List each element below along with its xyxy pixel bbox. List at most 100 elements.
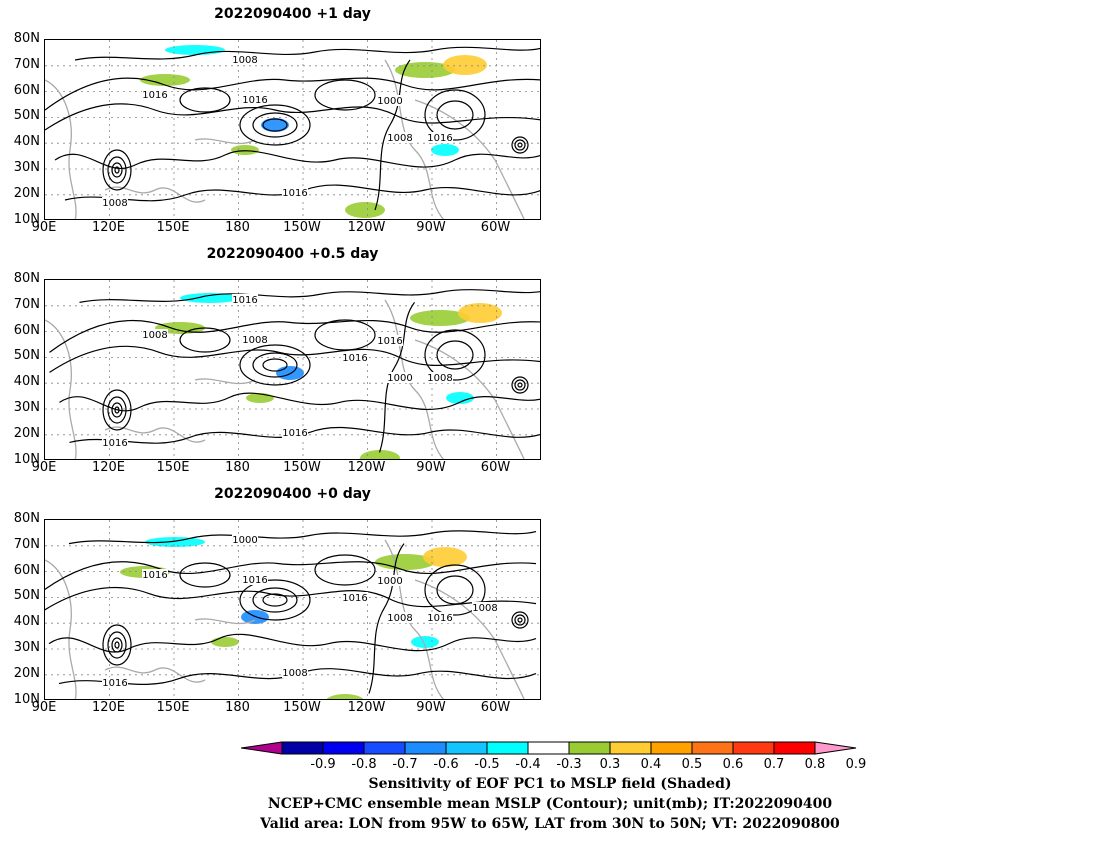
contour-label: 1016	[427, 133, 452, 144]
sensitivity-shading	[231, 145, 259, 155]
sensitivity-shading	[395, 62, 455, 78]
contour-label-bg	[472, 602, 498, 613]
mslp-contour	[114, 406, 120, 414]
contour-label-bg	[102, 677, 128, 688]
coastline	[414, 99, 525, 219]
lat-tick-label: 60N	[13, 82, 40, 98]
contour-label-bg	[377, 575, 403, 586]
sensitivity-shading	[140, 74, 190, 86]
mslp-contour	[111, 402, 123, 418]
lat-tick-label: 80N	[13, 511, 40, 526]
mslp-contour	[262, 118, 288, 132]
mslp-contour	[314, 79, 376, 111]
coastline	[384, 59, 445, 219]
colorbar-bin	[568, 741, 611, 755]
colorbar-tick-label: -0.5	[474, 757, 500, 772]
contour-label-bg	[342, 592, 368, 603]
mslp-contour	[514, 614, 526, 626]
mslp-contour	[45, 561, 537, 591]
contour-label-bg	[427, 132, 453, 143]
contour-label: 1016	[282, 428, 307, 439]
mslp-contour	[368, 543, 405, 694]
mslp-contour	[517, 382, 523, 388]
sensitivity-shading	[261, 118, 289, 132]
mslp-contour	[424, 89, 486, 141]
contour-label-bg	[242, 94, 268, 105]
lat-tick-label: 10N	[13, 691, 40, 707]
caption-line-2: NCEP+CMC ensemble mean MSLP (Contour); u…	[267, 796, 833, 812]
contour-label: 1008	[232, 55, 257, 66]
lon-tick-label: 150W	[283, 700, 321, 715]
mslp-contour	[252, 112, 298, 138]
mslp-contour	[111, 637, 123, 653]
mslp-contour	[49, 319, 540, 353]
colorbar-bin	[281, 741, 324, 755]
sensitivity-shading	[423, 547, 467, 567]
lon-tick-label: 120W	[347, 700, 386, 715]
contour-label-bg	[342, 352, 368, 363]
contour-label-bg	[142, 569, 168, 580]
contour-label-bg	[282, 187, 308, 198]
mslp-contour	[262, 358, 288, 372]
colorbar-bin	[404, 741, 447, 755]
contour-label-bg	[387, 132, 413, 143]
caption-line-1: Sensitivity of EOF PC1 to MSLP field (Sh…	[368, 776, 732, 792]
mslp-contour	[102, 149, 132, 191]
contour-label: 1008	[142, 330, 167, 341]
lon-tick-label: 150E	[156, 700, 190, 715]
mslp-contour	[239, 579, 311, 621]
contour-label-bg	[242, 334, 268, 345]
mslp-contour	[378, 302, 415, 453]
lat-tick-label: 50N	[13, 348, 40, 364]
sensitivity-shading	[326, 694, 364, 699]
lon-tick-label: 60W	[480, 700, 511, 715]
lon-tick-label: 60W	[480, 220, 511, 235]
lon-tick-label: 90E	[31, 700, 57, 715]
contour-label: 1000	[377, 96, 402, 107]
colorbar-tick-label: 0.5	[681, 757, 703, 772]
panel-title: 2022090400 +0.5 day	[206, 246, 379, 262]
sensitivity-shading	[410, 310, 470, 326]
lon-tick-label: 150E	[156, 460, 190, 475]
lat-tick-label: 30N	[13, 640, 40, 655]
map-plot: 1016 1008 1008 1016 1000 1008 1016 1016 1016	[45, 280, 540, 459]
colorbar-bin	[363, 741, 406, 755]
contour-label: 1008	[472, 603, 497, 614]
contour-label: 1000	[232, 535, 257, 546]
lat-tick-label: 60N	[13, 322, 40, 338]
lon-tick-label: 180	[225, 460, 250, 475]
mslp-contour	[79, 289, 540, 303]
lat-tick-label: 70N	[13, 56, 40, 72]
contour-label-bg	[427, 612, 453, 623]
mslp-contour	[107, 156, 127, 184]
colorbar-tick-label: 0.7	[763, 757, 785, 772]
lat-tick-label: 50N	[13, 588, 40, 604]
mslp-contour	[107, 631, 127, 659]
mslp-contour	[239, 104, 311, 146]
lat-tick-label: 50N	[13, 108, 40, 124]
colorbar-tick-label: 0.9	[845, 757, 867, 772]
lat-tick-label: 10N	[13, 451, 40, 467]
coastline	[194, 618, 256, 625]
mslp-contour	[45, 103, 540, 131]
mslp-contour	[262, 593, 288, 607]
lon-tick-label: 180	[225, 700, 250, 715]
colorbar-tick-label: -0.6	[433, 757, 459, 772]
lat-tick-label: 20N	[13, 425, 40, 441]
mslp-contour	[511, 611, 529, 629]
contour-label: 1016	[242, 95, 267, 106]
lon-tick-label: 150W	[283, 220, 321, 235]
sensitivity-shading	[145, 537, 205, 547]
contour-label-bg	[102, 437, 128, 448]
lon-tick-label: 120E	[91, 700, 126, 715]
mslp-contour	[314, 319, 376, 351]
contour-label: 1008	[387, 613, 412, 624]
lat-tick-label: 40N	[13, 374, 40, 390]
coastline	[104, 186, 206, 203]
contour-label: 1016	[342, 353, 367, 364]
contour-label-bg	[377, 335, 403, 346]
contour-label: 1016	[282, 188, 307, 199]
panel-title: 2022090400 +0 day	[214, 486, 371, 502]
mslp-contour	[107, 396, 127, 424]
contour-label-bg	[242, 574, 268, 585]
